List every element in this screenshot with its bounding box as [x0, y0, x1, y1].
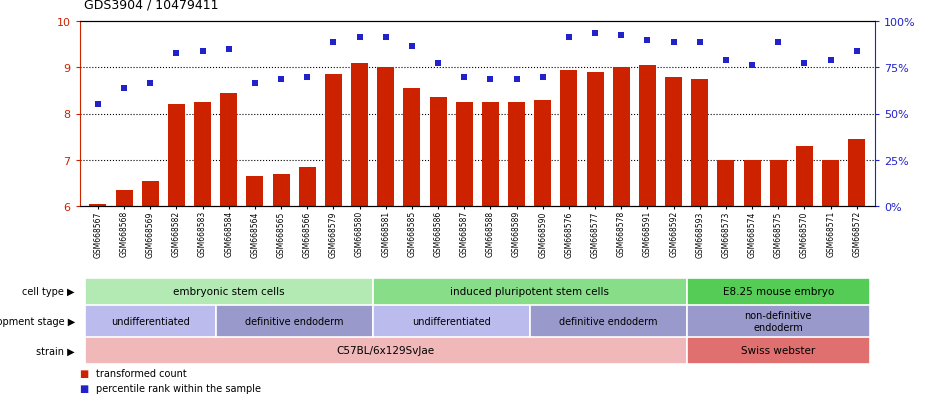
Bar — [373, 305, 530, 337]
Bar — [220, 93, 237, 206]
Point — [719, 58, 734, 64]
Point — [797, 60, 812, 67]
Text: definitive endoderm: definitive endoderm — [559, 316, 657, 326]
Bar — [482, 103, 499, 206]
Bar — [377, 68, 394, 206]
Point — [195, 49, 210, 55]
Text: percentile rank within the sample: percentile rank within the sample — [96, 383, 261, 393]
Text: E8.25 mouse embryo: E8.25 mouse embryo — [723, 287, 834, 297]
Point — [588, 30, 603, 37]
Point — [771, 39, 786, 46]
Point — [431, 60, 446, 67]
Text: strain ▶: strain ▶ — [37, 346, 75, 356]
Bar — [89, 204, 107, 206]
Point — [562, 35, 577, 41]
Text: definitive endoderm: definitive endoderm — [245, 316, 344, 326]
Point — [823, 58, 838, 64]
Point — [300, 74, 314, 81]
Text: ■: ■ — [80, 368, 89, 378]
Bar — [215, 305, 373, 337]
Bar — [325, 75, 342, 206]
Bar — [822, 160, 840, 206]
Point — [849, 49, 864, 55]
Text: induced pluripotent stem cells: induced pluripotent stem cells — [450, 287, 609, 297]
Point — [693, 39, 708, 46]
Point — [457, 74, 472, 81]
Bar — [687, 278, 870, 305]
Bar — [508, 103, 525, 206]
Text: C57BL/6x129SvJae: C57BL/6x129SvJae — [337, 346, 435, 356]
Text: cell type ▶: cell type ▶ — [22, 287, 75, 297]
Text: Swiss webster: Swiss webster — [741, 346, 815, 356]
Bar — [272, 174, 289, 206]
Bar — [796, 147, 813, 206]
Point — [535, 74, 550, 81]
Bar — [194, 103, 212, 206]
Text: transformed count: transformed count — [96, 368, 187, 378]
Point — [404, 44, 419, 51]
Point — [91, 102, 106, 108]
Bar — [561, 70, 578, 206]
Bar — [85, 337, 687, 364]
Point — [352, 35, 367, 41]
Bar — [430, 98, 446, 206]
Bar — [168, 105, 185, 206]
Point — [142, 81, 157, 88]
Bar — [299, 167, 315, 206]
Bar — [718, 160, 735, 206]
Text: undifferentiated: undifferentiated — [412, 316, 490, 326]
Point — [745, 62, 760, 69]
Bar — [403, 89, 420, 206]
Point — [483, 76, 498, 83]
Point — [117, 85, 132, 92]
Point — [509, 76, 524, 83]
Bar — [743, 160, 761, 206]
Point — [326, 39, 341, 46]
Text: non-definitive
endoderm: non-definitive endoderm — [744, 311, 812, 332]
Point — [666, 39, 681, 46]
Bar — [587, 73, 604, 206]
Bar — [373, 278, 687, 305]
Text: ■: ■ — [80, 383, 89, 393]
Text: embryonic stem cells: embryonic stem cells — [173, 287, 285, 297]
Text: development stage ▶: development stage ▶ — [0, 316, 75, 326]
Bar — [848, 140, 866, 206]
Bar — [85, 305, 215, 337]
Bar — [769, 160, 787, 206]
Point — [221, 46, 236, 53]
Bar — [246, 176, 263, 206]
Bar — [534, 100, 551, 206]
Text: GDS3904 / 10479411: GDS3904 / 10479411 — [84, 0, 219, 12]
Bar — [687, 305, 870, 337]
Bar — [639, 66, 656, 206]
Bar — [141, 181, 159, 206]
Bar — [351, 64, 368, 206]
Bar — [456, 103, 473, 206]
Text: undifferentiated: undifferentiated — [110, 316, 190, 326]
Bar — [687, 337, 870, 364]
Bar — [692, 80, 709, 206]
Bar — [665, 77, 682, 206]
Bar — [115, 190, 133, 206]
Point — [273, 76, 288, 83]
Point — [614, 33, 629, 39]
Bar — [85, 278, 373, 305]
Point — [640, 37, 655, 44]
Bar — [613, 68, 630, 206]
Bar — [530, 305, 687, 337]
Point — [168, 51, 183, 57]
Point — [247, 81, 262, 88]
Point — [378, 35, 393, 41]
